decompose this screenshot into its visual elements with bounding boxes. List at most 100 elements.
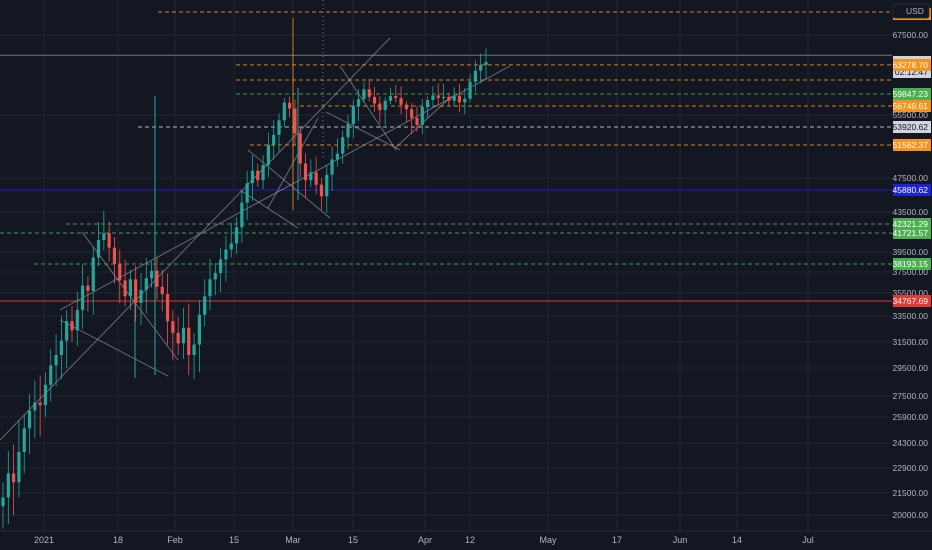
- price-tag-bg: [893, 183, 931, 196]
- candle-body: [54, 355, 58, 366]
- candle-body: [176, 332, 180, 344]
- y-tick-label: 39500.00: [893, 247, 929, 257]
- candle-body: [134, 279, 138, 303]
- candle-body: [59, 340, 63, 355]
- price-tag-value: 63278.70: [893, 60, 929, 70]
- y-tick-label: 55500.00: [893, 110, 929, 120]
- price-tag-bg: [893, 294, 931, 307]
- candle-body: [303, 163, 308, 181]
- candle-body: [192, 344, 196, 355]
- candle-body: [128, 279, 132, 297]
- candle-body: [38, 402, 42, 406]
- candle-body: [250, 170, 255, 184]
- x-tick-label: Feb: [167, 535, 183, 545]
- x-tick-label: 15: [229, 535, 239, 545]
- y-tick-label: 67500.00: [893, 30, 929, 40]
- candle-body: [160, 286, 164, 295]
- horizontal-levels: [0, 11, 892, 302]
- price-tag-bg: [893, 121, 931, 134]
- candle-body: [394, 96, 398, 99]
- x-tick-label: Apr: [418, 535, 432, 545]
- price-tag-value: 45880.62: [893, 185, 929, 195]
- candle-body: [43, 384, 48, 406]
- price-axis[interactable]: 67500.00 55500.00 47500.00 43500.00 39500.00…: [892, 0, 932, 550]
- candle-body: [12, 473, 16, 483]
- candle-body: [288, 102, 292, 109]
- time-axis[interactable]: 2021 18 Feb 15 Mar 15 Apr 12 May 17 Jun 14 Jul: [0, 530, 932, 550]
- candle-body: [118, 263, 122, 281]
- candle-body: [479, 64, 483, 71]
- price-tag-value: 53920.62: [893, 122, 929, 132]
- candle-body: [181, 327, 186, 344]
- candle-body: [102, 233, 106, 241]
- candle-body: [1, 497, 5, 507]
- candle-body: [330, 159, 334, 175]
- candle-body: [27, 410, 32, 429]
- candle-body: [165, 294, 170, 322]
- candle-body: [81, 285, 85, 311]
- y-tick-label: 24300.00: [893, 438, 929, 448]
- candle-body: [49, 365, 53, 385]
- candle-body: [229, 243, 233, 250]
- candle-body: [107, 233, 111, 248]
- candle-body: [272, 134, 276, 145]
- candle-body: [123, 280, 127, 297]
- candle-body: [112, 247, 117, 264]
- candle-body: [33, 402, 37, 411]
- axis-header: USD: [892, 3, 930, 19]
- y-tick-label: 29500.00: [893, 363, 929, 373]
- price-tag-bg: [893, 87, 931, 100]
- trend-line: [325, 111, 401, 151]
- candle-body: [293, 108, 297, 134]
- candle-body: [6, 473, 10, 498]
- candle-body: [473, 70, 477, 82]
- price-tag-bg: [893, 138, 931, 151]
- trend-line: [0, 37, 391, 441]
- x-tick-label: 18: [113, 535, 123, 545]
- candle-body: [197, 314, 201, 345]
- candle-body: [362, 89, 366, 100]
- price-tag-bg: [893, 100, 931, 113]
- candle-body: [399, 98, 403, 105]
- candle-body: [357, 99, 361, 106]
- y-tick-label: 20000.00: [893, 510, 929, 520]
- candle-body: [96, 240, 101, 258]
- candle-body: [415, 118, 419, 125]
- y-tick-label: 25900.00: [893, 412, 929, 422]
- candle-body: [224, 249, 228, 260]
- candle-body: [341, 137, 345, 154]
- price-tag-value: 56749.61: [893, 101, 929, 111]
- price-tag-value: 34767.69: [893, 296, 929, 306]
- candle-body: [171, 321, 175, 333]
- candle-body: [452, 95, 456, 101]
- time-axis-bg: [0, 531, 932, 550]
- x-tick-label: 12: [465, 535, 475, 545]
- candle-body: [282, 102, 286, 121]
- candle-body: [420, 107, 424, 125]
- price-tag-bg: [893, 226, 931, 239]
- price-tag-value: 38193.15: [893, 259, 929, 269]
- candle-body: [144, 278, 148, 290]
- candle-body: [314, 172, 318, 185]
- x-tick-label: Jun: [673, 535, 688, 545]
- x-tick-label: May: [539, 535, 557, 545]
- x-tick-label: 15: [348, 535, 358, 545]
- candle-body: [155, 270, 159, 287]
- candle-body: [219, 259, 223, 274]
- candle-body: [388, 96, 393, 101]
- candle-body: [447, 96, 451, 101]
- price-tag-bg: [893, 58, 931, 71]
- x-tick-label: 17: [612, 535, 622, 545]
- candle-body: [351, 105, 355, 125]
- y-tick-label: 27500.00: [893, 391, 929, 401]
- candle-body: [240, 202, 244, 228]
- candle-body: [65, 321, 69, 341]
- candle-body: [208, 279, 212, 297]
- candle-body: [139, 289, 143, 303]
- y-tick-label: 37500.00: [893, 267, 929, 277]
- candle-body: [457, 95, 462, 103]
- x-tick-label: 2021: [34, 535, 54, 545]
- candle-body: [335, 153, 339, 160]
